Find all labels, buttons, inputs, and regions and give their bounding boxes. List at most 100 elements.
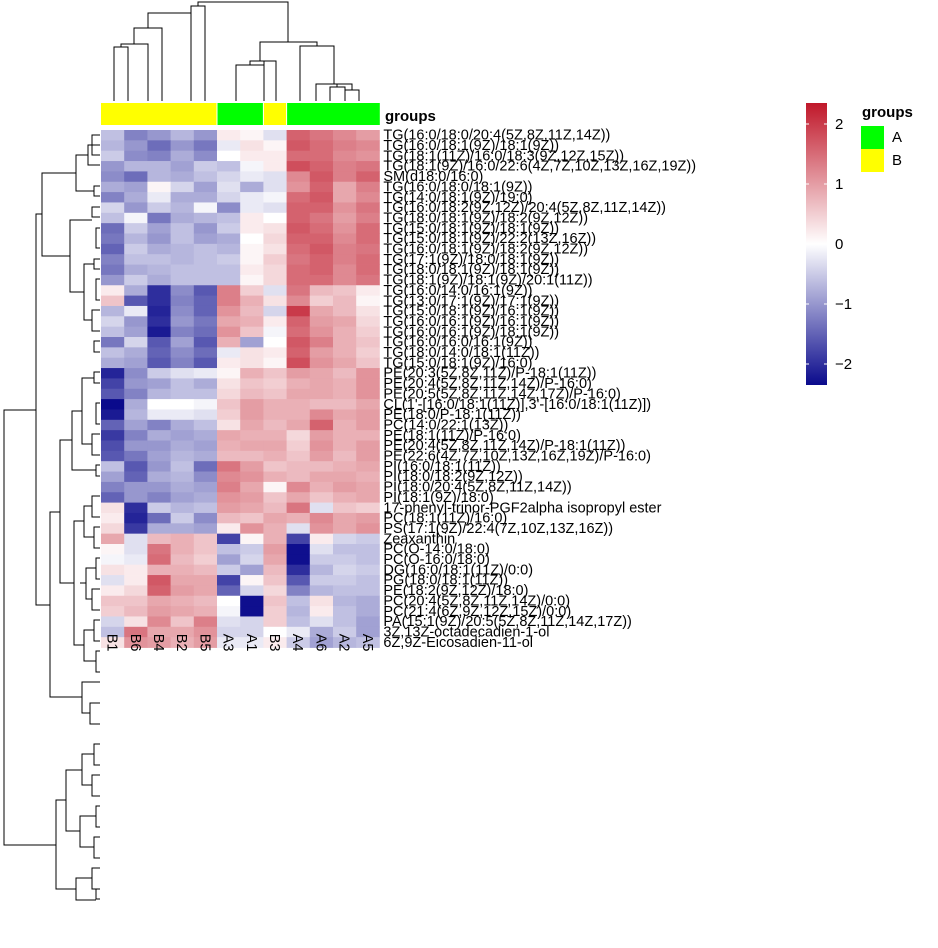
color-scale-bar	[806, 103, 827, 385]
heatmap-cell	[101, 192, 125, 203]
heatmap-cell	[101, 409, 125, 421]
group-cell	[217, 103, 241, 125]
heatmap-cell	[170, 461, 195, 472]
heatmap-cell	[147, 575, 171, 586]
heatmap-cell	[240, 305, 264, 317]
heatmap-cell	[286, 575, 311, 586]
heatmap-cell	[193, 554, 218, 566]
heatmap-cell	[147, 419, 171, 431]
heatmap-cell	[333, 181, 357, 193]
row-label: TG(14:0/18:1(9Z)/19:0)	[383, 190, 532, 206]
heatmap-cell	[240, 637, 264, 648]
heatmap-cell	[309, 254, 334, 265]
group-legend-label: A	[892, 129, 902, 146]
heatmap-cell	[193, 171, 218, 183]
heatmap-cell	[124, 264, 148, 276]
heatmap-cell	[193, 585, 218, 597]
heatmap-cell	[193, 202, 218, 214]
heatmap-cell	[356, 274, 380, 286]
heatmap-cell	[193, 223, 218, 234]
heatmap-cell	[240, 202, 264, 214]
heatmap-cell	[124, 368, 148, 379]
heatmap-cell	[263, 295, 287, 307]
heatmap-cell	[356, 564, 380, 576]
row-label: TG(18:0/14:0/18:1(11Z))	[383, 345, 539, 361]
heatmap-cell	[263, 357, 287, 369]
heatmap-cell	[217, 481, 241, 493]
heatmap-cell	[147, 481, 171, 493]
heatmap-cell	[170, 481, 195, 493]
heatmap-cell	[240, 544, 264, 555]
heatmap-cell	[240, 575, 264, 586]
heatmap-cell	[333, 523, 357, 535]
heatmap-cell	[101, 368, 125, 379]
heatmap-cell	[147, 502, 171, 514]
heatmap-cell	[240, 595, 264, 607]
heatmap-cell	[170, 523, 195, 535]
heatmap-cell	[263, 316, 287, 328]
heatmap-cell	[170, 430, 195, 441]
heatmap-cell	[309, 523, 334, 535]
heatmap-cell	[333, 419, 357, 431]
heatmap-cell	[356, 305, 380, 317]
heatmap-cell	[286, 264, 311, 276]
heatmap-cell	[309, 161, 334, 172]
heatmap-cell	[309, 399, 334, 410]
heatmap-cell	[309, 305, 334, 317]
heatmap-cell	[286, 274, 311, 286]
heatmap-cell	[356, 471, 380, 483]
heatmap-cell	[124, 544, 148, 555]
heatmap-cell	[263, 243, 287, 255]
row-label: PI(18:0/20:4(5Z,8Z,11Z,14Z))	[383, 480, 571, 496]
heatmap-cell	[101, 399, 125, 410]
heatmap-cell	[333, 130, 357, 141]
heatmap-cell	[240, 347, 264, 359]
heatmap-cell	[124, 202, 148, 214]
heatmap-cell	[217, 544, 241, 555]
row-label: 17-phenyl-trinor-PGF2alpha isopropyl est…	[383, 500, 661, 516]
heatmap-cell	[286, 626, 311, 638]
heatmap-cell	[124, 523, 148, 535]
heatmap-cell	[356, 368, 380, 379]
heatmap-cell	[309, 544, 334, 555]
heatmap-cell	[101, 430, 125, 441]
heatmap-cell	[309, 409, 334, 421]
group-cell	[101, 103, 125, 125]
heatmap-cell	[240, 450, 264, 462]
heatmap-cell	[356, 512, 380, 524]
heatmap-cell	[333, 471, 357, 483]
heatmap-cell	[193, 357, 218, 369]
heatmap-cell	[309, 595, 334, 607]
heatmap-cell	[124, 326, 148, 338]
heatmap-cell	[147, 202, 171, 214]
row-label: TG(16:0/16:1(9Z)/16:1(9Z))	[383, 314, 559, 330]
heatmap-cell	[333, 409, 357, 421]
heatmap-cell	[263, 140, 287, 152]
heatmap-cell	[286, 357, 311, 369]
heatmap-cell	[217, 274, 241, 286]
heatmap-cell	[147, 399, 171, 410]
heatmap-cell	[356, 233, 380, 245]
heatmap-cell	[193, 212, 218, 224]
heatmap-cell	[101, 595, 125, 607]
heatmap-cell	[309, 347, 334, 359]
row-label: TG(16:0/18:1(9Z)/18:2(9Z,12Z))	[383, 242, 588, 258]
heatmap-cell	[170, 585, 195, 597]
row-label: PG(18:0/18:1(11Z))	[383, 573, 508, 589]
heatmap-cell	[286, 337, 311, 348]
heatmap-cell	[309, 575, 334, 586]
row-label: 3Z,13Z-octadecadien-1-ol	[383, 624, 549, 640]
heatmap-cell	[101, 130, 125, 141]
heatmap-cell	[309, 606, 334, 617]
heatmap-cell	[124, 606, 148, 617]
heatmap-cell	[147, 161, 171, 172]
heatmap-cell	[217, 616, 241, 628]
heatmap-cell	[286, 378, 311, 390]
heatmap-cell	[193, 140, 218, 152]
heatmap-cell	[356, 575, 380, 586]
heatmap-cell	[193, 181, 218, 193]
heatmap-cell	[240, 492, 264, 503]
heatmap-cell	[147, 171, 171, 183]
heatmap-cell	[286, 243, 311, 255]
heatmap-cell	[193, 130, 218, 141]
